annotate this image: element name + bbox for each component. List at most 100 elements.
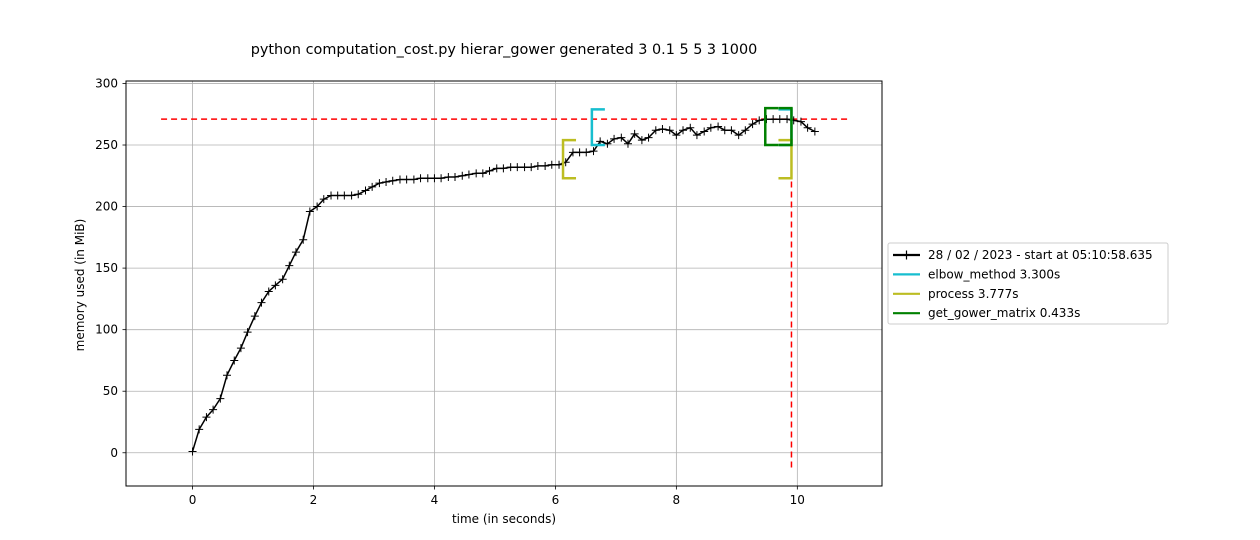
memory-data-point [651, 126, 660, 135]
y-tick-label: 250 [95, 138, 118, 152]
memory-data-point [216, 394, 225, 403]
x-tick-label: 10 [790, 493, 805, 507]
y-tick-label: 100 [95, 323, 118, 337]
memory-data-point [464, 170, 473, 179]
memory-data-point [499, 164, 508, 173]
legend-marker [902, 250, 911, 260]
y-tick-label: 0 [110, 446, 118, 460]
memory-data-point [354, 190, 363, 199]
memory-data-point [672, 131, 681, 140]
memory-data-point [714, 122, 723, 131]
series-layer [188, 115, 819, 456]
memory-data-point [409, 175, 418, 184]
memory-data-point [700, 127, 709, 136]
y-axis-label: memory used (in MiB) [73, 219, 87, 352]
memory-data-point [278, 275, 287, 284]
memory-data-point [375, 179, 384, 188]
plot-frame [125, 80, 883, 487]
memory-data-point [541, 161, 550, 170]
x-tick-label: 0 [189, 493, 197, 507]
memory-data-point [775, 115, 784, 124]
x-tick-label: 6 [552, 493, 560, 507]
memory-data-point [285, 261, 294, 270]
memory-data-point [319, 195, 328, 204]
memory-data-point [796, 117, 805, 126]
memory-data-point [195, 425, 204, 434]
memory-data-point [637, 136, 646, 145]
memory-data-point [209, 405, 218, 414]
memory-data-point [810, 127, 819, 136]
memory-data-point [589, 147, 598, 156]
memory-data-point [388, 176, 397, 185]
process-end-bracket [778, 138, 793, 180]
memory-data-point [623, 139, 632, 148]
memory-data-point [644, 133, 653, 142]
memory-data-point [382, 177, 391, 186]
memory-data-point [243, 328, 252, 337]
memory-data-point [347, 191, 356, 200]
memory-data-point [617, 133, 626, 142]
memory-data-point [451, 173, 460, 182]
memory-data-point [250, 312, 259, 321]
memory-data-point [734, 131, 743, 140]
legend-label: get_gower_matrix 0.433s [928, 306, 1080, 320]
memory-data-point [630, 129, 639, 138]
memory-data-point [368, 182, 377, 191]
x-tick-label: 8 [673, 493, 681, 507]
memory-data-point [755, 116, 764, 125]
y-tick-label: 200 [95, 200, 118, 214]
memory-data-point [727, 126, 736, 135]
memory-data-point [305, 207, 314, 216]
legend-label: process 3.777s [928, 287, 1019, 301]
chart-title: python computation_cost.py hierar_gower … [251, 42, 758, 58]
legend-frame [887, 242, 1169, 325]
memory-data-point [485, 166, 494, 175]
elbow-method-start-bracket [590, 108, 605, 147]
memory-data-point [188, 447, 197, 456]
memory-data-point [527, 163, 536, 172]
process-start-bracket [561, 138, 577, 180]
memory-data-point [748, 120, 757, 129]
bracket-layer [561, 106, 793, 180]
memory-data-point [741, 126, 750, 135]
y-tick-label: 300 [95, 76, 118, 90]
legend-label: 28 / 02 / 2023 - start at 05:10:58.635 [928, 248, 1153, 262]
memory-data-point [686, 123, 695, 132]
memory-data-point [236, 344, 245, 353]
memory-data-point [230, 356, 239, 365]
memory-data-point [416, 174, 425, 183]
memory-data-point [299, 235, 308, 244]
memory-data-point [257, 298, 266, 307]
memory-data-point [402, 175, 411, 184]
memory-data-point [692, 131, 701, 140]
memory-data-point [706, 123, 715, 132]
memory-data-point [533, 161, 542, 170]
memory-data-point [361, 186, 370, 195]
memory-data-point [658, 125, 667, 134]
y-tick-label: 150 [95, 261, 118, 275]
memory-data-point [783, 115, 792, 124]
memory-data-point [202, 413, 211, 422]
memory-data-point [223, 371, 232, 380]
legend-label: elbow_method 3.300s [928, 267, 1060, 281]
x-tick-label: 2 [310, 493, 318, 507]
memory-data-point [610, 134, 619, 143]
memory-data-point [264, 287, 273, 296]
memory-data-point [437, 174, 446, 183]
memory-data-point [555, 160, 564, 169]
get-gower-matrix-end-bracket [778, 106, 793, 147]
get-gower-matrix-start-bracket [764, 106, 779, 147]
memory-data-point [458, 171, 467, 180]
memory-data-point [340, 191, 349, 200]
memory-data-point [582, 148, 591, 157]
memory-data-point [803, 123, 812, 132]
y-tick-label: 50 [103, 384, 118, 398]
x-axis-label: time (in seconds) [452, 512, 556, 526]
memory-data-point [271, 281, 280, 290]
legend-items: 28 / 02 / 2023 - start at 05:10:58.635 el… [893, 248, 1153, 320]
memory-data-point [547, 160, 556, 169]
memory-data-point [291, 248, 300, 257]
memory-data-point [513, 163, 522, 172]
